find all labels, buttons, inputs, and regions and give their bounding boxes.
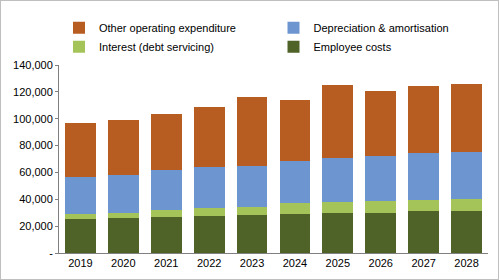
svg-text:Other operating expenditure: Other operating expenditure <box>99 22 236 34</box>
svg-text:2021: 2021 <box>154 257 178 269</box>
svg-text:120,000: 120,000 <box>13 86 53 98</box>
svg-text:40,000: 40,000 <box>19 193 53 205</box>
svg-text:2020: 2020 <box>111 257 135 269</box>
svg-text:20,000: 20,000 <box>19 220 53 232</box>
svg-text:2025: 2025 <box>326 257 350 269</box>
svg-text:100,000: 100,000 <box>13 113 53 125</box>
svg-text:2022: 2022 <box>197 257 221 269</box>
svg-text:2027: 2027 <box>411 257 435 269</box>
svg-text:140,000: 140,000 <box>13 59 53 71</box>
svg-text:-: - <box>49 247 53 259</box>
svg-text:2028: 2028 <box>454 257 478 269</box>
svg-text:60,000: 60,000 <box>19 166 53 178</box>
svg-text:2026: 2026 <box>369 257 393 269</box>
svg-text:80,000: 80,000 <box>19 139 53 151</box>
svg-text:Interest (debt servicing): Interest (debt servicing) <box>99 41 214 53</box>
svg-text:2019: 2019 <box>68 257 92 269</box>
svg-text:Depreciation & amortisation: Depreciation & amortisation <box>314 22 449 34</box>
svg-text:2023: 2023 <box>240 257 264 269</box>
svg-text:Employee costs: Employee costs <box>314 41 392 53</box>
svg-text:2024: 2024 <box>283 257 307 269</box>
